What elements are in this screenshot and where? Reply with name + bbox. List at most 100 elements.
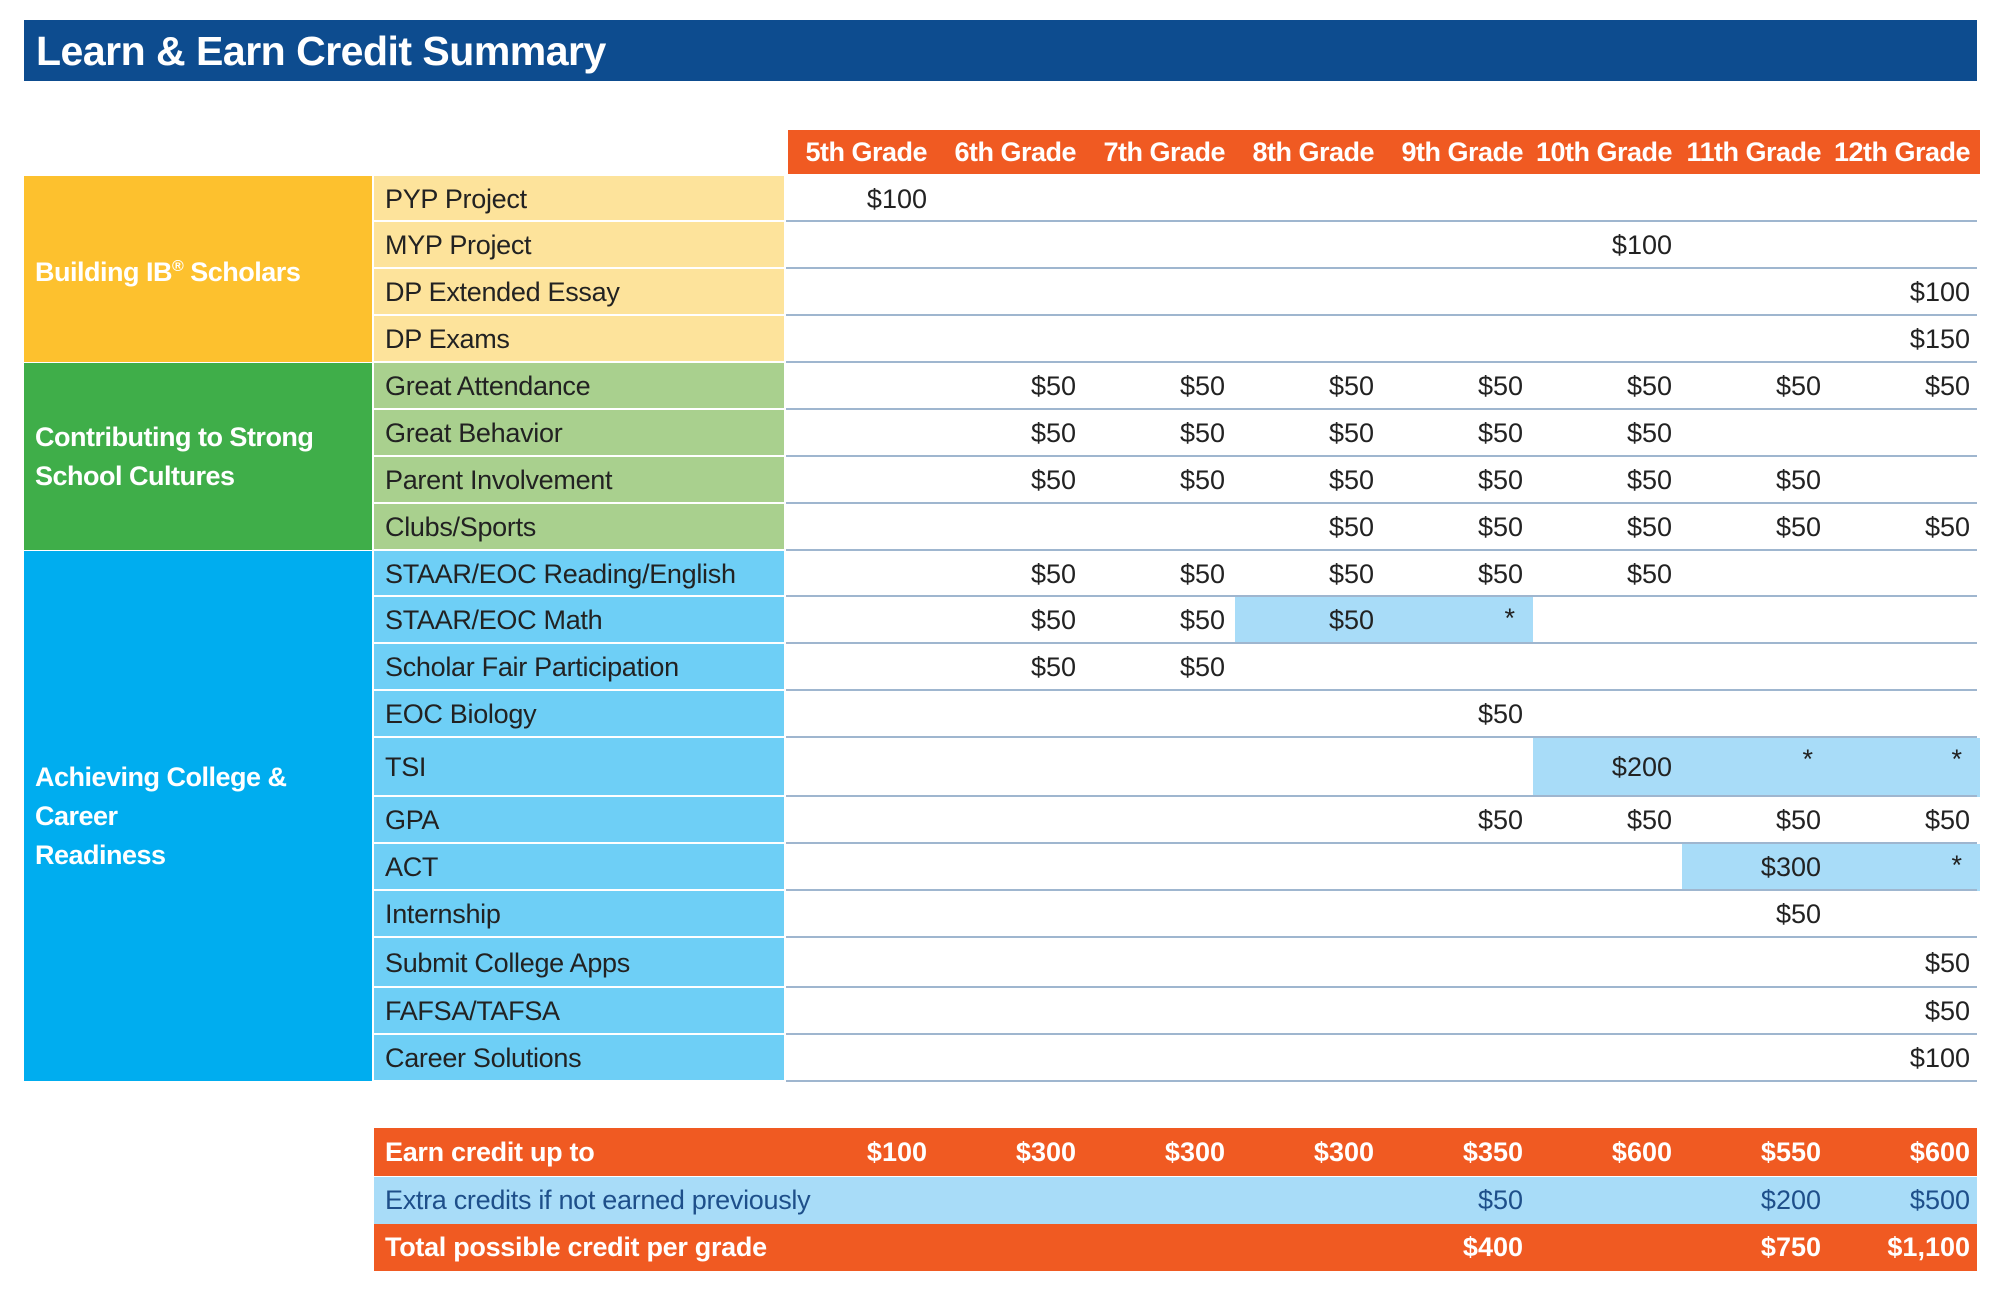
table-row: STAAR/EOC Math $50 $50 $50 *	[374, 597, 1977, 644]
category-building-ib-scholars: Building IB® Scholars	[24, 176, 372, 362]
row-divider	[786, 220, 1977, 222]
summary-value: $50	[1477, 1185, 1523, 1215]
credit-value: $50	[1030, 605, 1076, 635]
credit-value: $50	[1775, 805, 1821, 835]
grade-header-11th-grade: 11th Grade	[1682, 130, 1831, 174]
credit-value: $50	[1775, 899, 1821, 929]
credit-value: $50	[1030, 371, 1076, 401]
label-divider	[374, 502, 784, 504]
credit-value: $50	[1924, 947, 1970, 978]
asterisk-cell: *	[1951, 850, 1962, 880]
summary-value: $100	[866, 1136, 927, 1167]
credit-value: $50	[1030, 465, 1076, 495]
row-label-fafsa-tafsa: FAFSA/TAFSA	[374, 988, 784, 1035]
row-divider	[786, 314, 1977, 316]
credit-value: $300	[1760, 852, 1821, 882]
table-row: FAFSA/TAFSA $50	[374, 988, 1977, 1035]
row-label-dp-exams: DP Exams	[374, 316, 784, 363]
table-row: DP Extended Essay $100	[374, 269, 1977, 316]
credit-value: $50	[1179, 558, 1225, 589]
row-label-gpa: GPA	[374, 797, 784, 844]
credit-value: $50	[1477, 512, 1523, 542]
table-row: Great Attendance $50 $50 $50 $50 $50 $50 $50	[374, 363, 1977, 410]
credit-value: $50	[1328, 558, 1374, 589]
credit-value: $100	[866, 183, 927, 214]
credit-value: $50	[1477, 558, 1523, 589]
credit-value: $50	[1626, 805, 1672, 835]
credit-value: $50	[1477, 465, 1523, 495]
grade-header-8th-grade: 8th Grade	[1235, 130, 1384, 174]
table-row: TSI $200 * *	[374, 738, 1980, 797]
row-divider	[786, 986, 1977, 988]
row-label-career-solutions: Career Solutions	[374, 1035, 784, 1082]
row-divider	[786, 889, 1977, 891]
credit-value: $200	[1611, 752, 1672, 782]
grade-header-6th-grade: 6th Grade	[937, 130, 1086, 174]
row-divider	[786, 361, 1977, 363]
grade-header-9th-grade: 9th Grade	[1384, 130, 1533, 174]
summary-label: Earn credit up to	[385, 1136, 595, 1167]
label-divider	[374, 795, 784, 797]
row-divider	[786, 642, 1977, 644]
credit-value: $50	[1775, 371, 1821, 401]
category-label-text: Building IB	[35, 256, 172, 287]
row-label-parent-involvement: Parent Involvement	[374, 457, 784, 504]
summary-value: $200	[1760, 1185, 1821, 1215]
row-label-tsi: TSI	[374, 738, 784, 797]
credit-value: $50	[1626, 418, 1672, 448]
credit-value: $50	[1328, 371, 1374, 401]
grade-header-5th-grade: 5th Grade	[788, 130, 937, 174]
label-divider	[374, 549, 784, 551]
row-label-internship: Internship	[374, 891, 784, 938]
summary-value: $600	[1611, 1136, 1672, 1167]
label-divider	[374, 689, 784, 691]
label-divider	[374, 986, 784, 988]
category-label-line2: Readiness	[35, 839, 166, 870]
row-divider	[786, 502, 1977, 504]
summary-value: $300	[1015, 1136, 1076, 1167]
credit-value: $50	[1328, 465, 1374, 495]
credit-value: $50	[1477, 418, 1523, 448]
row-divider	[786, 736, 1977, 738]
summary-label: Extra credits if not earned previously	[385, 1185, 811, 1215]
label-divider	[374, 736, 784, 738]
grade-header-12th-grade: 12th Grade	[1831, 130, 1980, 174]
table-row: Scholar Fair Participation $50 $50	[374, 644, 1977, 691]
credit-value: $50	[1030, 418, 1076, 448]
credit-value: $50	[1030, 652, 1076, 682]
credit-value: $50	[1924, 805, 1970, 835]
credit-value: $50	[1924, 371, 1970, 401]
credit-value: $50	[1328, 418, 1374, 448]
row-divider	[786, 689, 1977, 691]
category-label: Building IB® Scholars	[35, 247, 301, 292]
table-row: MYP Project $100	[374, 222, 1977, 269]
row-label-eoc-biology: EOC Biology	[374, 691, 784, 738]
credit-value: $100	[1611, 230, 1672, 260]
label-divider	[374, 314, 784, 316]
table-row: STAAR/EOC Reading/English $50 $50 $50 $50 $50	[374, 551, 1977, 597]
credit-value: $50	[1626, 558, 1672, 589]
registered-mark: ®	[171, 257, 184, 275]
grade-header-7th-grade: 7th Grade	[1086, 130, 1235, 174]
label-divider	[374, 595, 784, 597]
table-row: Submit College Apps $50	[374, 938, 1977, 988]
highlight-band	[1533, 738, 1980, 797]
grade-header-10th-grade: 10th Grade	[1533, 130, 1682, 174]
category-label-text: Contributing to Strong	[35, 421, 314, 452]
summary-value: $350	[1462, 1136, 1523, 1167]
credit-value: $100	[1909, 1043, 1970, 1073]
label-divider	[374, 267, 784, 269]
asterisk-cell: *	[1504, 603, 1515, 633]
summary-label: Total possible credit per grade	[385, 1232, 767, 1262]
credit-value: $50	[1328, 605, 1374, 635]
label-divider	[374, 889, 784, 891]
table-row: Great Behavior $50 $50 $50 $50 $50	[374, 410, 1977, 457]
summary-value: $550	[1760, 1136, 1821, 1167]
summary-value: $500	[1909, 1185, 1970, 1215]
category-achieving-college-career-readiness: Achieving College & Career Readiness	[24, 551, 372, 1081]
credit-value: $50	[1477, 699, 1523, 729]
category-label-suffix: Scholars	[183, 256, 301, 287]
summary-value: $300	[1164, 1136, 1225, 1167]
table-row: EOC Biology $50	[374, 691, 1977, 738]
title-bar: Learn & Earn Credit Summary	[24, 20, 1977, 81]
